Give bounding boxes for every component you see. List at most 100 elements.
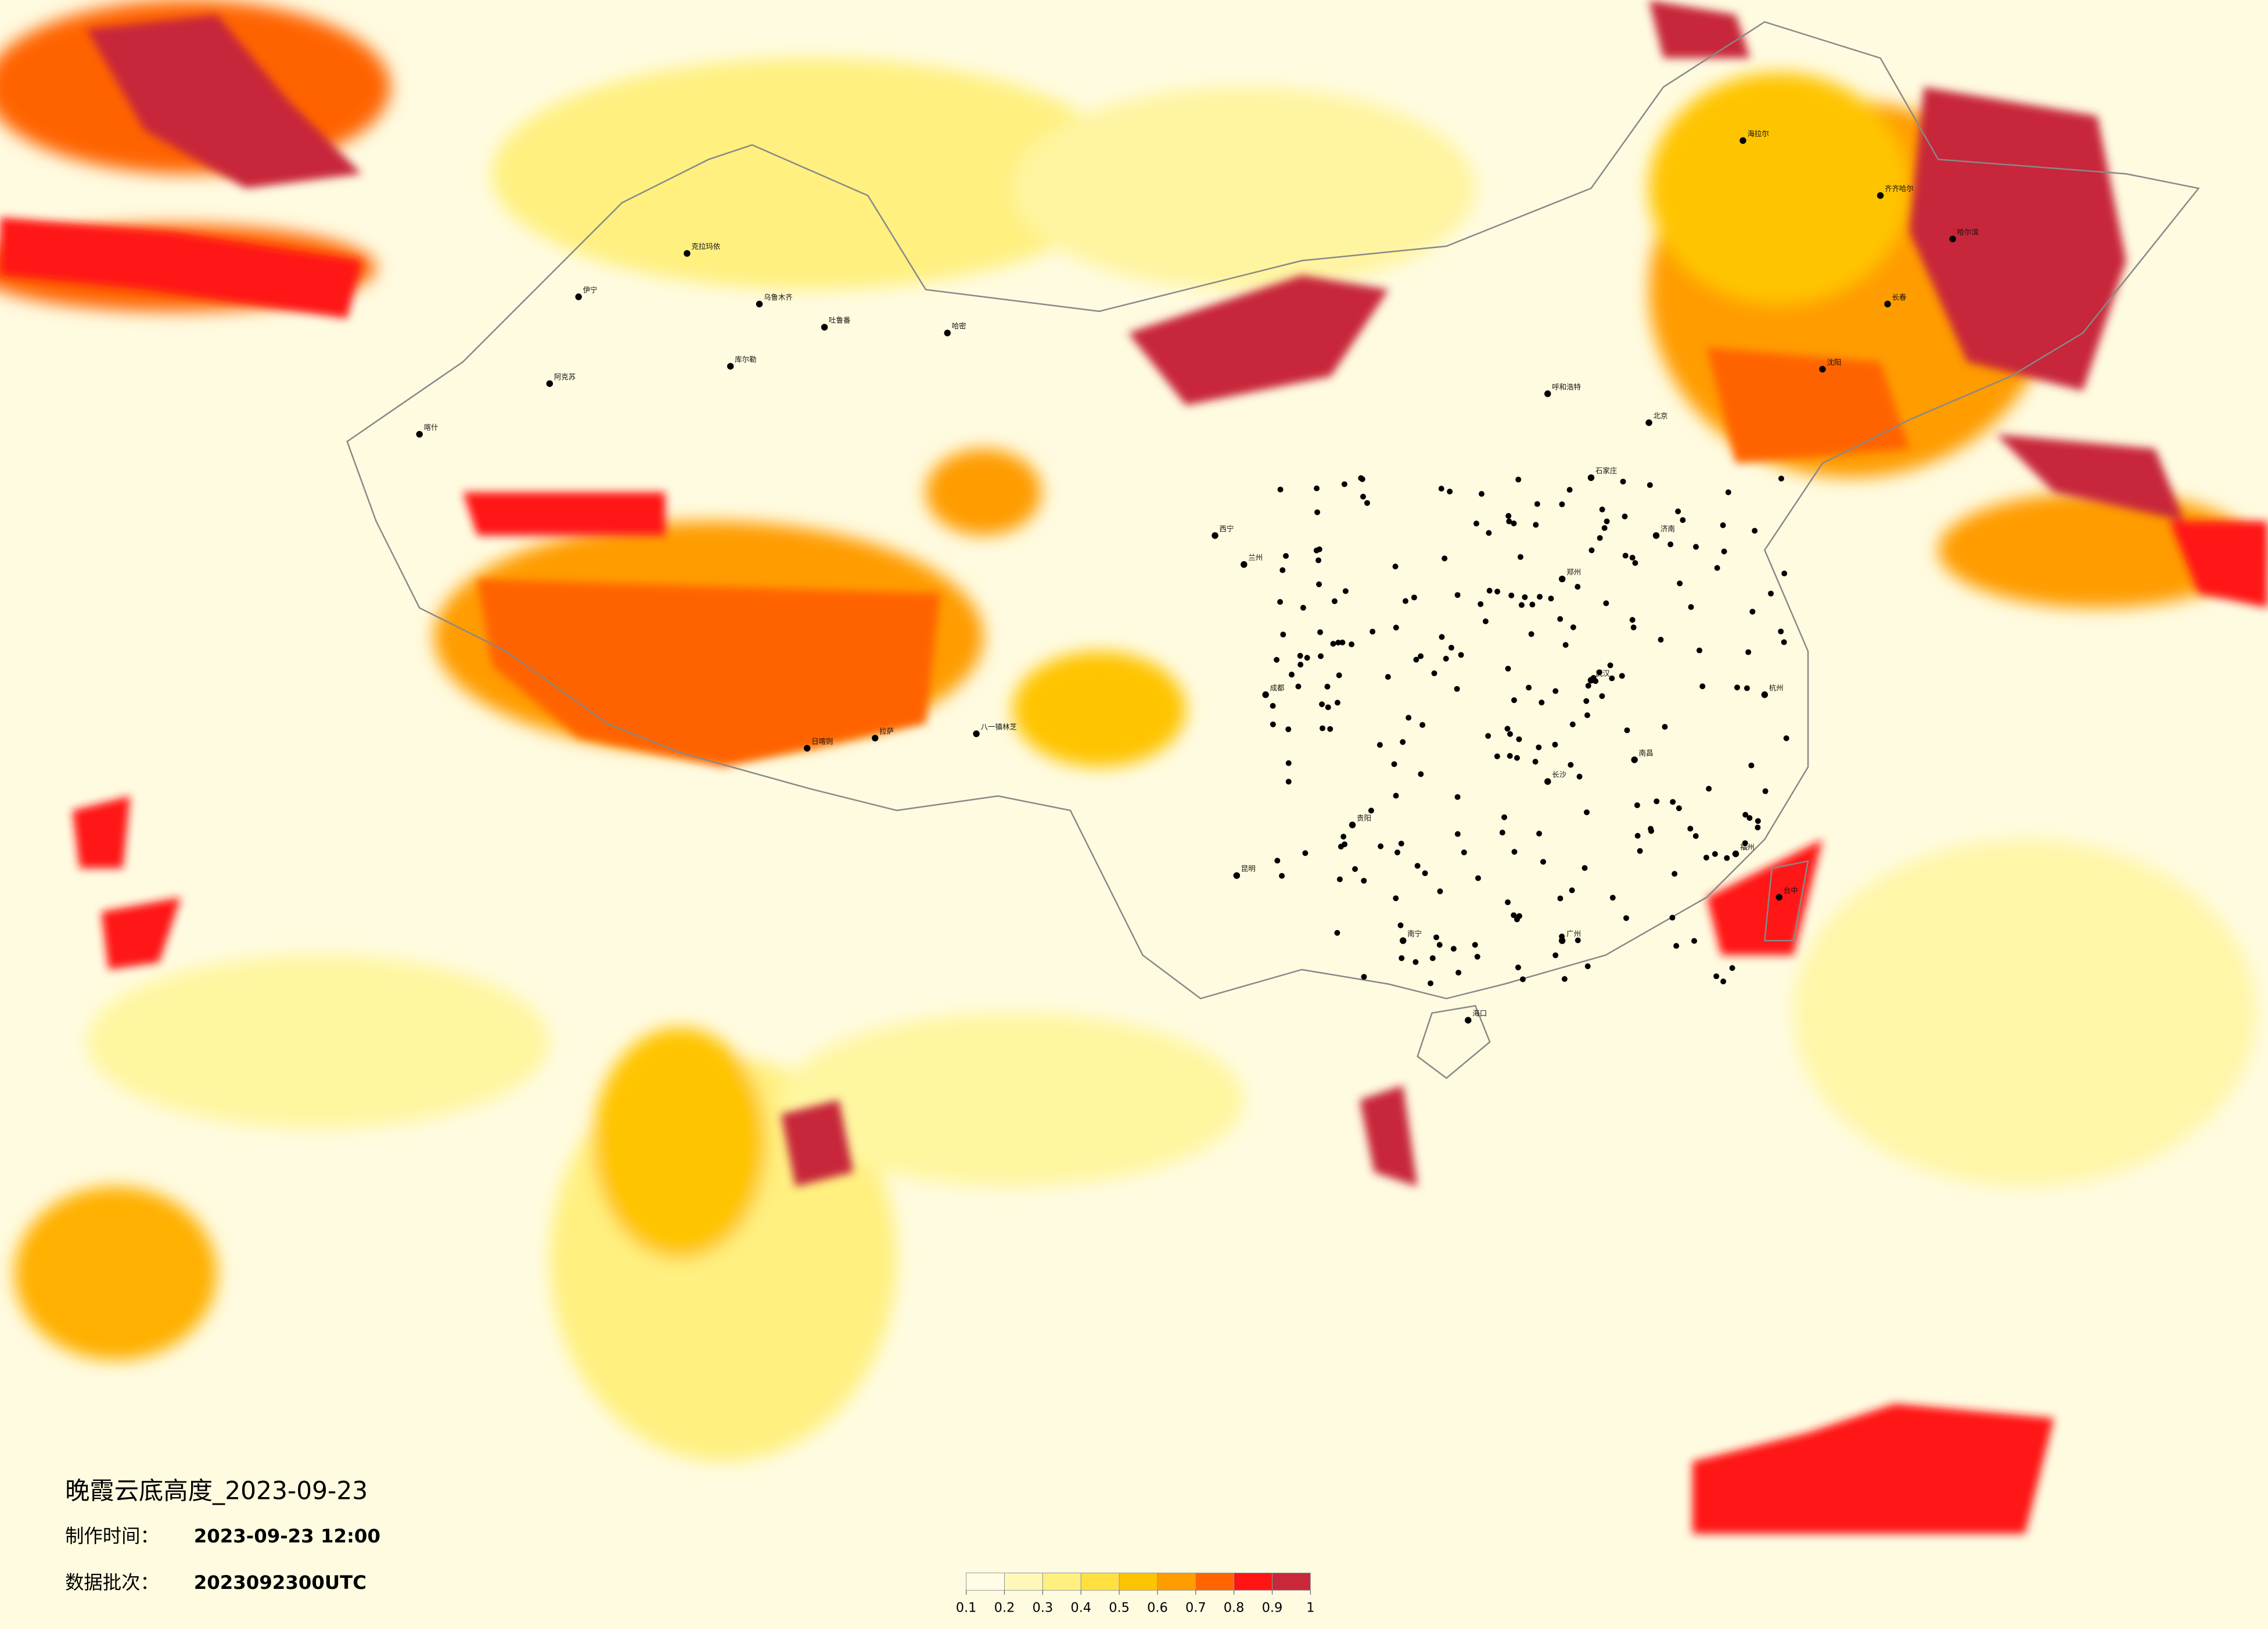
station-dot [1359, 476, 1365, 482]
station-dot [1511, 912, 1517, 918]
station-dot [1570, 624, 1576, 630]
station-dot [1418, 771, 1424, 777]
city-label: 拉萨 [879, 727, 894, 735]
station-dot [1783, 735, 1789, 741]
city-dot [944, 329, 951, 336]
station-dot [1391, 761, 1397, 767]
station-dot [1557, 895, 1563, 902]
legend-swatch [1195, 1572, 1235, 1591]
station-dot [1370, 629, 1376, 635]
station-dot [1442, 555, 1448, 562]
made-value: 2023-09-23 12:00 [194, 1525, 380, 1547]
station-dot [1474, 953, 1480, 960]
station-dot [1285, 760, 1292, 766]
station-dot [1314, 485, 1320, 491]
station-dot [1478, 601, 1484, 607]
station-dot [1318, 653, 1324, 659]
station-dot [1324, 683, 1331, 690]
station-dot [1675, 508, 1681, 515]
station-dot [1313, 547, 1320, 554]
station-dot [1295, 683, 1302, 690]
station-dot [1297, 652, 1303, 659]
station-dot [1670, 799, 1676, 805]
station-dot [1511, 697, 1517, 704]
station-dot [1755, 824, 1761, 831]
station-dot [1596, 669, 1602, 676]
city-dot [756, 300, 763, 308]
legend: 0.1 0.2 0.3 0.4 0.5 0.6 0.7 0.8 0.9 1 [956, 1572, 1314, 1616]
station-dot [1744, 685, 1750, 691]
station-dot [1590, 674, 1597, 681]
station-dot [1314, 509, 1321, 515]
station-dot [1376, 742, 1383, 748]
station-dot [1522, 594, 1528, 600]
station-dot [1588, 547, 1595, 554]
city-dot [821, 324, 828, 331]
station-dot [1342, 841, 1348, 848]
station-dot [1526, 684, 1532, 691]
station-dot [1585, 683, 1591, 689]
station-dot [1317, 629, 1323, 636]
station-dot [1439, 634, 1445, 640]
station-dot [1762, 788, 1769, 794]
city-label: 哈尔滨 [1957, 228, 1979, 236]
city-label: 吐鲁番 [829, 316, 851, 325]
station-dot [1528, 631, 1534, 637]
station-dot [1632, 560, 1638, 566]
station-dot [1648, 826, 1654, 832]
legend-tick-label: 1 [1306, 1601, 1314, 1616]
station-dot [1327, 726, 1334, 732]
station-dot [1712, 851, 1718, 857]
city-label: 昆明 [1241, 864, 1256, 873]
legend-swatch [1080, 1572, 1120, 1591]
station-dot [1742, 840, 1748, 846]
station-dot [1672, 871, 1678, 877]
legend-tick-label: 0.2 [994, 1601, 1015, 1616]
station-dot [1361, 974, 1367, 980]
city-dot [1241, 561, 1248, 568]
station-dot [1566, 487, 1573, 493]
city-label: 西宁 [1219, 524, 1234, 533]
city-dot [871, 734, 879, 742]
station-dot [1398, 841, 1404, 847]
city-dot [1587, 474, 1595, 481]
city-label: 喀什 [424, 423, 438, 432]
station-dot [1414, 863, 1421, 869]
station-dot [1721, 548, 1727, 555]
station-dot [1687, 826, 1694, 832]
station-dot [1662, 724, 1668, 730]
station-dot [1419, 722, 1426, 728]
station-dot [1447, 489, 1453, 495]
station-dot [1507, 731, 1513, 737]
city-dot [1819, 365, 1826, 373]
station-dot [1505, 899, 1511, 906]
station-dot [1781, 570, 1788, 577]
station-dot [1584, 963, 1591, 970]
legend-tick-label: 0.7 [1185, 1601, 1206, 1616]
legend-swatch [1234, 1572, 1273, 1591]
city-dot [1877, 192, 1884, 199]
city-dot [1732, 851, 1739, 857]
station-dot [1634, 802, 1640, 809]
city-label: 杭州 [1769, 683, 1784, 692]
station-dot [1505, 512, 1512, 519]
city-dot [1262, 691, 1269, 698]
station-dot [1511, 849, 1518, 855]
station-dot [1336, 672, 1342, 679]
city-label: 呼和浩特 [1552, 382, 1581, 391]
station-dot [1673, 943, 1680, 949]
station-dot [1677, 580, 1683, 587]
station-dot [1331, 598, 1338, 604]
station-dot [1334, 699, 1340, 706]
station-dot [1693, 544, 1699, 550]
island-border [1417, 860, 1809, 1079]
station-dot [1630, 624, 1637, 630]
city-dot [684, 250, 691, 257]
station-dot [1706, 785, 1712, 792]
station-dot [1501, 814, 1508, 820]
station-dot [1399, 955, 1405, 961]
city-dot [1652, 532, 1660, 539]
station-dot [1277, 486, 1284, 493]
station-dot [1394, 849, 1400, 856]
station-dot [1406, 715, 1412, 721]
